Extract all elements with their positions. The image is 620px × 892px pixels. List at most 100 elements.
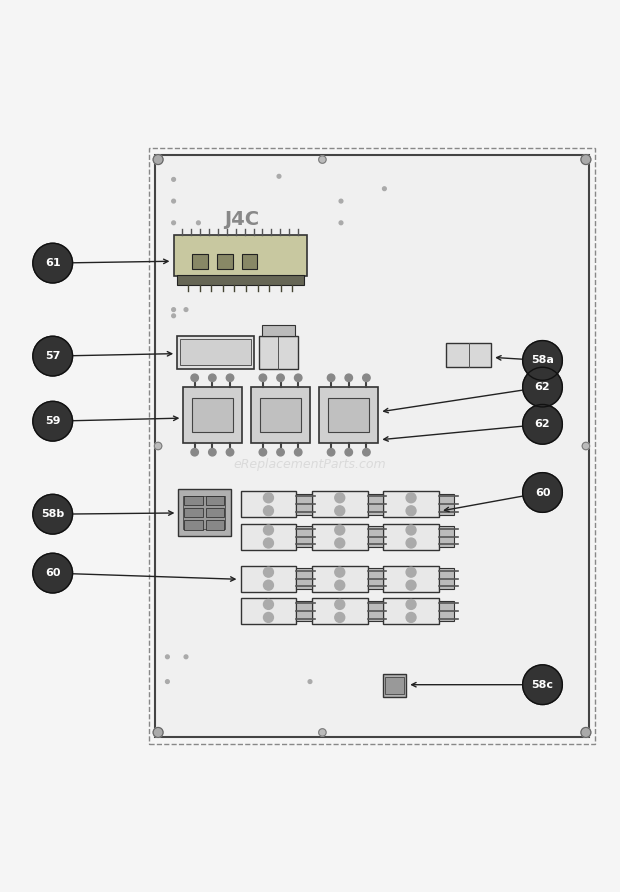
- Circle shape: [327, 374, 335, 382]
- Bar: [262, 325, 294, 336]
- Circle shape: [327, 449, 335, 456]
- Circle shape: [581, 154, 591, 164]
- Circle shape: [335, 538, 345, 548]
- Bar: [383, 598, 439, 624]
- Circle shape: [406, 599, 416, 609]
- Bar: [259, 336, 298, 368]
- Circle shape: [264, 525, 273, 535]
- Bar: [177, 336, 254, 368]
- Bar: [206, 496, 224, 505]
- Bar: [383, 673, 406, 698]
- Text: 58c: 58c: [531, 680, 554, 690]
- Circle shape: [339, 199, 343, 203]
- Circle shape: [172, 308, 175, 311]
- Polygon shape: [155, 154, 589, 738]
- Circle shape: [33, 494, 73, 534]
- Circle shape: [166, 655, 169, 658]
- Circle shape: [581, 728, 591, 738]
- Circle shape: [154, 442, 162, 450]
- Circle shape: [259, 449, 267, 456]
- Circle shape: [335, 567, 345, 577]
- Bar: [296, 568, 312, 589]
- Text: 60: 60: [45, 568, 61, 578]
- Circle shape: [335, 525, 345, 535]
- Circle shape: [523, 665, 562, 705]
- Circle shape: [582, 442, 590, 450]
- Circle shape: [226, 374, 234, 382]
- Bar: [385, 677, 404, 694]
- Circle shape: [33, 244, 73, 283]
- Bar: [177, 276, 304, 285]
- Bar: [184, 520, 203, 530]
- Bar: [383, 524, 439, 549]
- Bar: [183, 387, 242, 443]
- Text: 62: 62: [534, 419, 551, 429]
- Bar: [368, 600, 383, 622]
- Circle shape: [335, 506, 345, 516]
- Bar: [260, 398, 301, 432]
- Circle shape: [264, 580, 273, 591]
- Circle shape: [406, 506, 416, 516]
- Bar: [184, 496, 225, 529]
- Text: 60: 60: [534, 488, 551, 498]
- Bar: [368, 494, 383, 515]
- Bar: [296, 600, 312, 622]
- Circle shape: [383, 186, 386, 191]
- Circle shape: [406, 538, 416, 548]
- Circle shape: [264, 567, 273, 577]
- Bar: [192, 254, 208, 269]
- Bar: [383, 566, 439, 591]
- Circle shape: [33, 336, 73, 376]
- Bar: [206, 508, 224, 517]
- Circle shape: [363, 374, 370, 382]
- Circle shape: [166, 680, 169, 683]
- Circle shape: [184, 655, 188, 658]
- Circle shape: [406, 567, 416, 577]
- Circle shape: [363, 449, 370, 456]
- Bar: [312, 566, 368, 591]
- Circle shape: [335, 580, 345, 591]
- Bar: [206, 520, 224, 530]
- Bar: [242, 254, 257, 269]
- Circle shape: [406, 613, 416, 623]
- Bar: [241, 524, 296, 549]
- Circle shape: [264, 506, 273, 516]
- Bar: [184, 496, 203, 505]
- Circle shape: [33, 401, 73, 441]
- Circle shape: [226, 449, 234, 456]
- Circle shape: [277, 449, 285, 456]
- Bar: [296, 526, 312, 547]
- Circle shape: [308, 680, 312, 683]
- Circle shape: [294, 449, 302, 456]
- Bar: [312, 598, 368, 624]
- Text: 62: 62: [534, 382, 551, 392]
- Circle shape: [208, 449, 216, 456]
- Circle shape: [335, 599, 345, 609]
- Bar: [241, 491, 296, 517]
- Text: J4C: J4C: [224, 211, 259, 229]
- Text: 61: 61: [45, 258, 61, 268]
- Text: 58b: 58b: [41, 509, 64, 519]
- Circle shape: [191, 449, 198, 456]
- Circle shape: [345, 449, 352, 456]
- Circle shape: [523, 473, 562, 512]
- Bar: [251, 387, 310, 443]
- Circle shape: [33, 553, 73, 593]
- Circle shape: [153, 728, 163, 738]
- Bar: [319, 387, 378, 443]
- Circle shape: [208, 374, 216, 382]
- Circle shape: [191, 374, 198, 382]
- Bar: [439, 568, 454, 589]
- Bar: [241, 566, 296, 591]
- Circle shape: [523, 404, 562, 444]
- Text: 57: 57: [45, 351, 60, 361]
- Text: 59: 59: [45, 417, 61, 426]
- Circle shape: [264, 538, 273, 548]
- Bar: [174, 235, 307, 276]
- Bar: [328, 398, 370, 432]
- Circle shape: [264, 492, 273, 503]
- Bar: [312, 524, 368, 549]
- Circle shape: [406, 492, 416, 503]
- Bar: [446, 343, 491, 367]
- Bar: [368, 568, 383, 589]
